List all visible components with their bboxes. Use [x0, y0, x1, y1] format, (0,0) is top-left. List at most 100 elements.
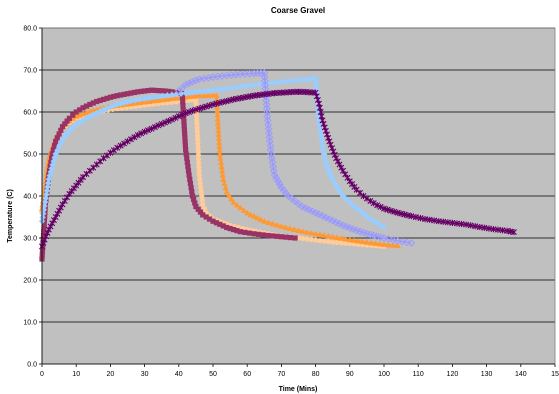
data-point [47, 164, 53, 170]
x-tick-label: 80 [312, 371, 320, 378]
data-point [41, 202, 48, 210]
data-point [182, 110, 189, 117]
data-point [343, 195, 350, 203]
data-point [184, 155, 190, 161]
data-point [215, 131, 222, 137]
data-point [308, 207, 317, 216]
data-point [58, 127, 64, 133]
data-point [124, 91, 131, 97]
data-point [303, 229, 311, 235]
data-point [359, 238, 366, 245]
axes [39, 27, 556, 367]
data-point [301, 76, 308, 83]
data-point [214, 107, 221, 114]
data-point [250, 81, 258, 89]
data-point [43, 191, 50, 198]
data-point [393, 237, 402, 245]
data-point [217, 159, 225, 165]
data-point [210, 218, 216, 224]
data-point [41, 221, 47, 227]
data-point [131, 89, 137, 96]
data-point [41, 229, 47, 235]
data-point [186, 108, 193, 116]
data-point [320, 150, 328, 158]
data-point [132, 97, 139, 104]
data-point [431, 217, 438, 224]
data-point [232, 84, 239, 91]
data-point [278, 78, 285, 85]
data-point [194, 120, 200, 127]
data-point [267, 150, 275, 158]
data-point [206, 216, 213, 222]
data-point [398, 210, 405, 217]
data-point [168, 95, 176, 102]
data-point [182, 89, 189, 97]
data-point [172, 114, 179, 121]
data-point [316, 231, 323, 238]
data-point [141, 128, 148, 135]
data-point [213, 100, 220, 107]
data-point [199, 197, 205, 203]
data-point [196, 88, 203, 95]
data-point [191, 88, 198, 96]
data-point [227, 225, 233, 232]
data-point [377, 203, 384, 211]
series-5 [174, 69, 416, 247]
data-point [194, 132, 201, 139]
data-point [337, 189, 344, 196]
data-point [350, 202, 357, 209]
data-point [188, 77, 197, 86]
data-point [100, 96, 107, 102]
data-point [311, 208, 320, 217]
data-point [476, 223, 483, 231]
data-point [385, 241, 392, 248]
data-point [485, 225, 492, 232]
data-point [380, 234, 388, 242]
data-point [316, 125, 324, 132]
data-point [165, 117, 172, 125]
data-point [45, 179, 52, 187]
data-point [206, 102, 213, 109]
data-point [150, 93, 157, 101]
data-point [196, 172, 202, 178]
data-point [328, 216, 337, 225]
x-tick-label: 20 [107, 371, 115, 378]
data-point [173, 94, 180, 101]
data-point [214, 86, 221, 93]
data-point [370, 200, 377, 207]
data-point [417, 215, 424, 222]
data-point [313, 237, 319, 243]
y-tick-label: 10.0 [23, 320, 37, 327]
data-point [472, 223, 479, 230]
data-point [189, 193, 196, 199]
data-point [321, 238, 327, 244]
data-point [233, 201, 241, 208]
data-point [230, 199, 237, 205]
data-point [218, 163, 225, 170]
data-point [263, 104, 271, 113]
data-point [270, 171, 279, 179]
data-point [152, 87, 158, 93]
x-tick-label: 120 [447, 371, 459, 378]
data-point [197, 209, 204, 215]
data-point [209, 86, 217, 94]
data-point [346, 236, 353, 243]
data-point [162, 119, 169, 126]
data-point [217, 221, 223, 227]
data-point [61, 133, 68, 140]
data-point [332, 218, 340, 227]
data-point [195, 152, 202, 158]
data-point [59, 124, 66, 130]
data-point [121, 91, 127, 97]
data-point [181, 80, 190, 89]
data-point [374, 202, 381, 209]
data-point [200, 201, 206, 207]
data-point [42, 213, 48, 219]
data-point [394, 209, 401, 216]
data-point [227, 97, 234, 104]
data-point [46, 172, 54, 179]
data-point [360, 192, 367, 200]
data-point [128, 90, 134, 96]
data-point [250, 213, 258, 219]
